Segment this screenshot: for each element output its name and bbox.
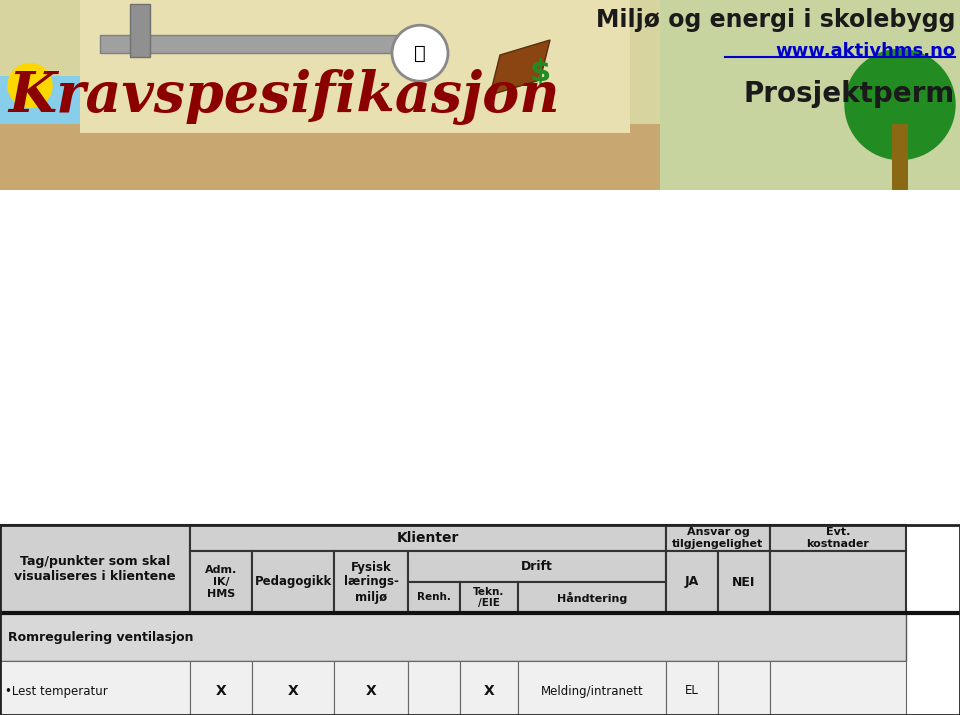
Bar (660, 0, 960, 190)
Bar (0, 613, 906, 661)
Text: Tekn.
/EIE: Tekn. /EIE (473, 587, 505, 608)
Text: Evt.
kostnader: Evt. kostnader (806, 527, 870, 549)
Bar (0, 0, 960, 190)
Text: Prosjektperm: Prosjektperm (744, 80, 955, 108)
Bar (80, 0, 630, 133)
Circle shape (392, 25, 448, 82)
Bar (518, 582, 666, 613)
Text: Miljø og energi i skolebygg: Miljø og energi i skolebygg (595, 8, 955, 32)
Text: Fysisk
lærings-
miljø: Fysisk lærings- miljø (344, 561, 398, 603)
Bar (518, 661, 666, 715)
Text: X: X (216, 684, 227, 698)
Bar (666, 551, 718, 613)
Text: Ansvar og
tilgjengelighet: Ansvar og tilgjengelighet (672, 527, 763, 549)
Polygon shape (490, 40, 550, 95)
Text: NEI: NEI (732, 576, 756, 588)
Bar (770, 551, 906, 613)
Bar (718, 551, 770, 613)
Bar (190, 551, 252, 613)
Bar (770, 661, 906, 715)
Text: EL: EL (685, 684, 699, 698)
Text: Håndtering: Håndtering (557, 591, 627, 603)
Bar (666, 661, 718, 715)
Bar (130, 4, 150, 57)
Bar (892, 124, 908, 190)
Text: 🕐: 🕐 (414, 44, 426, 63)
Text: Kravspesifikasjon: Kravspesifikasjon (8, 69, 560, 125)
Text: www.aktivhms.no: www.aktivhms.no (775, 42, 955, 60)
Text: Drift: Drift (521, 560, 553, 573)
Bar (252, 661, 334, 715)
Bar (408, 551, 666, 582)
Text: Adm.
IK/
HMS: Adm. IK/ HMS (204, 566, 237, 598)
Text: X: X (288, 684, 299, 698)
Bar (0, 525, 960, 715)
Text: Klienter: Klienter (396, 531, 459, 545)
Bar (718, 661, 770, 715)
Bar (0, 525, 190, 613)
Bar (252, 551, 334, 613)
Text: Renh.: Renh. (417, 593, 451, 603)
Bar (0, 124, 660, 190)
Bar (334, 551, 408, 613)
Bar (408, 661, 460, 715)
Bar (770, 525, 906, 551)
Bar (0, 76, 120, 190)
Bar (334, 661, 408, 715)
Text: JA: JA (684, 576, 699, 588)
Text: $: $ (529, 58, 551, 87)
Text: Tag/punkter som skal
visualiseres i klientene: Tag/punkter som skal visualiseres i klie… (14, 555, 176, 583)
Circle shape (8, 64, 52, 107)
Text: •Lest temperatur: •Lest temperatur (5, 684, 108, 698)
Bar (460, 661, 518, 715)
Bar (408, 582, 460, 613)
Bar (666, 525, 770, 551)
Bar (460, 582, 518, 613)
Text: Romregulering ventilasjon: Romregulering ventilasjon (8, 631, 194, 644)
Bar (100, 35, 400, 53)
Bar (190, 661, 252, 715)
Bar (0, 661, 190, 715)
Bar (190, 525, 666, 551)
Circle shape (845, 49, 955, 159)
Text: Melding/intranett: Melding/intranett (540, 684, 643, 698)
Text: X: X (484, 684, 494, 698)
Text: X: X (366, 684, 376, 698)
Text: Pedagogikk: Pedagogikk (254, 576, 331, 588)
